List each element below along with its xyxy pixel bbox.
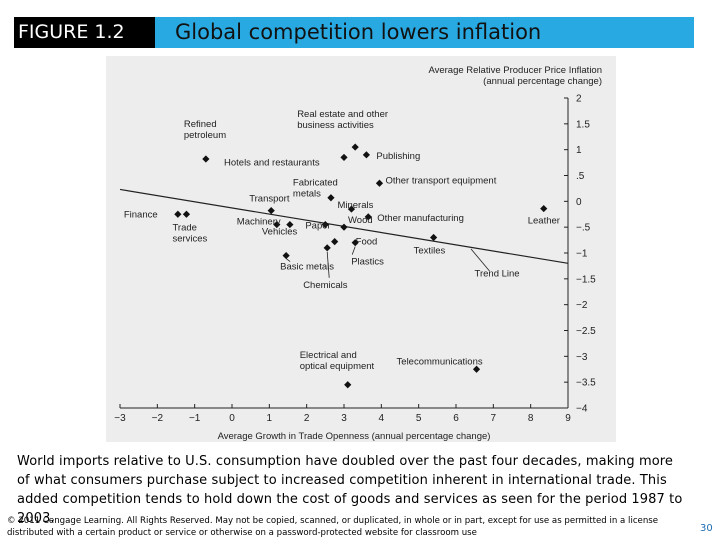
figure-label: FIGURE 1.2 <box>14 17 155 48</box>
x-tick-label: 7 <box>491 413 497 424</box>
x-axis-title: Average Growth in Trade Openness (annual… <box>218 431 491 442</box>
data-point-label: Hotels and restaurants <box>224 157 320 168</box>
plastics-pointer <box>351 246 356 255</box>
data-point-label: Plastics <box>351 257 384 268</box>
data-point-18 <box>430 233 438 242</box>
y-axis-title: (annual percentage change) <box>483 76 602 87</box>
data-point-label: Electrical and <box>300 350 357 361</box>
x-tick-label: 9 <box>565 413 571 424</box>
data-point-7 <box>347 205 356 213</box>
data-point-label: Machinery <box>237 217 281 228</box>
x-tick-label: 1 <box>267 413 273 424</box>
data-point-12 <box>540 204 548 213</box>
data-point-label: optical equipment <box>300 361 375 372</box>
data-point-label: Transport <box>249 194 290 205</box>
y-tick-label: −2 <box>576 300 588 311</box>
x-tick-label: 2 <box>304 413 310 424</box>
data-point-label: Minerals <box>337 200 373 211</box>
x-tick-label: 4 <box>379 413 385 424</box>
data-point-10 <box>182 210 191 218</box>
y-tick-label: 1 <box>576 145 582 156</box>
y-axis-title: Average Relative Producer Price Inflatio… <box>428 65 602 76</box>
figure-title: Global competition lowers inflation <box>175 20 542 44</box>
y-tick-label: 0 <box>576 197 582 208</box>
basic-metals-pointer <box>285 258 291 262</box>
x-tick-label: −2 <box>152 413 164 424</box>
data-point-22 <box>344 381 352 389</box>
data-point-11 <box>364 213 372 221</box>
data-point-label: Vehicles <box>262 227 298 238</box>
data-point-label: Paper <box>305 221 330 232</box>
data-point-label: metals <box>293 189 321 200</box>
data-point-label: Textiles <box>414 246 446 257</box>
data-point-6 <box>327 194 335 202</box>
data-point-label: Chemicals <box>303 280 348 291</box>
data-point-label: petroleum <box>184 130 226 141</box>
chemicals-pointer <box>326 251 330 278</box>
data-point-2 <box>340 153 348 162</box>
y-tick-label: .5 <box>576 171 585 182</box>
data-point-label: Wood <box>348 215 373 226</box>
data-point-label: Refined <box>184 119 217 130</box>
y-tick-label: −4 <box>576 404 588 415</box>
x-tick-label: −1 <box>189 413 201 424</box>
data-point-1 <box>202 155 210 163</box>
data-point-16 <box>340 223 348 231</box>
data-point-label: Publishing <box>376 151 420 162</box>
trend-line-pointer <box>470 248 490 272</box>
figure-caption: World imports relative to U.S. consumpti… <box>17 454 683 526</box>
y-tick-label: −3 <box>576 352 588 363</box>
y-tick-label: −1.5 <box>576 274 596 285</box>
page-number: 30 <box>700 523 713 534</box>
y-tick-label: 2 <box>576 94 582 105</box>
data-point-label: Other transport equipment <box>385 175 496 186</box>
data-point-21 <box>323 244 331 252</box>
y-tick-label: 1.5 <box>576 119 590 130</box>
copyright-notice: © 2011 Cengage Learning. All Rights Rese… <box>7 516 659 538</box>
data-point-20 <box>351 239 359 247</box>
data-point-label: Fabricated <box>293 178 338 189</box>
data-point-label: Telecommunications <box>397 356 483 367</box>
data-point-4 <box>362 151 370 159</box>
x-tick-label: 6 <box>453 413 459 424</box>
data-point-label: Real estate and other <box>297 109 388 120</box>
x-tick-label: 5 <box>416 413 422 424</box>
data-point-label: Other manufacturing <box>377 213 464 224</box>
y-tick-label: −1 <box>576 249 588 260</box>
data-point-8 <box>267 207 275 215</box>
data-point-label: Leather <box>528 216 560 227</box>
data-point-label: services <box>172 233 207 244</box>
scatter-chart: −3 −2 −1 0 1 2 3 4 5 6 7 8 921.51.50−.5−1−1.5−2−2.5−… <box>114 65 602 442</box>
x-tick-label: 8 <box>528 413 534 424</box>
x-tick-label: 3 <box>341 413 347 424</box>
y-tick-label: −2.5 <box>576 326 596 337</box>
data-point-13 <box>273 220 281 229</box>
data-point-label: business activities <box>297 120 374 131</box>
data-point-label: Trade <box>172 222 196 233</box>
data-point-19 <box>282 251 290 260</box>
data-point-9 <box>174 210 182 218</box>
x-tick-label: 0 <box>229 413 235 424</box>
data-point-3 <box>351 143 359 151</box>
data-point-label: Finance <box>124 209 158 220</box>
trend-line-label: Trend Line <box>475 268 520 279</box>
y-tick-label: −.5 <box>576 223 591 234</box>
chart-panel: −3 −2 −1 0 1 2 3 4 5 6 7 8 9 2 1.5 1.5 0 −.5 −1 −1.5 −2 −2.5−… <box>106 56 616 442</box>
x-tick-label: −3 <box>114 413 126 424</box>
data-point-5 <box>375 179 384 187</box>
data-point-label: Basic metals <box>280 262 334 273</box>
data-point-17 <box>331 238 339 246</box>
y-tick-label: −3.5 <box>576 378 596 389</box>
data-point-23 <box>472 365 481 373</box>
data-point-label: Food <box>356 237 378 248</box>
